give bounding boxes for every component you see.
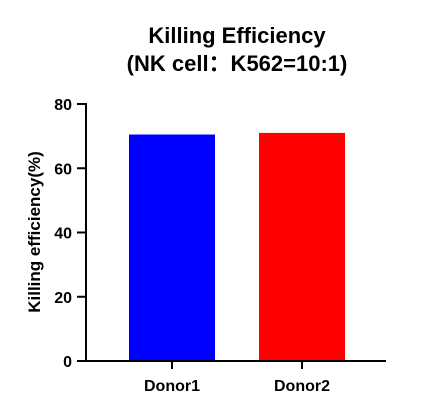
y-tick-label-60: 60 xyxy=(54,161,72,178)
plot-area: 0 20 40 60 80 Donor1 Donor2 xyxy=(54,97,386,395)
y-tick-label-40: 40 xyxy=(54,226,72,243)
chart-title-line-1: Killing Efficiency xyxy=(148,23,326,48)
bar-donor2 xyxy=(259,132,345,361)
bar-donor1 xyxy=(129,134,215,361)
chart-title-line-2: (NK cell：K562=10:1) xyxy=(127,51,348,76)
y-tick-label-80: 80 xyxy=(54,97,72,114)
x-tick-label-donor2: Donor2 xyxy=(274,378,330,395)
x-tick-label-donor1: Donor1 xyxy=(144,378,200,395)
y-axis-title: Killing efficiency(%) xyxy=(25,151,44,313)
y-tick-label-0: 0 xyxy=(63,354,72,371)
y-tick-label-20: 20 xyxy=(54,290,72,307)
